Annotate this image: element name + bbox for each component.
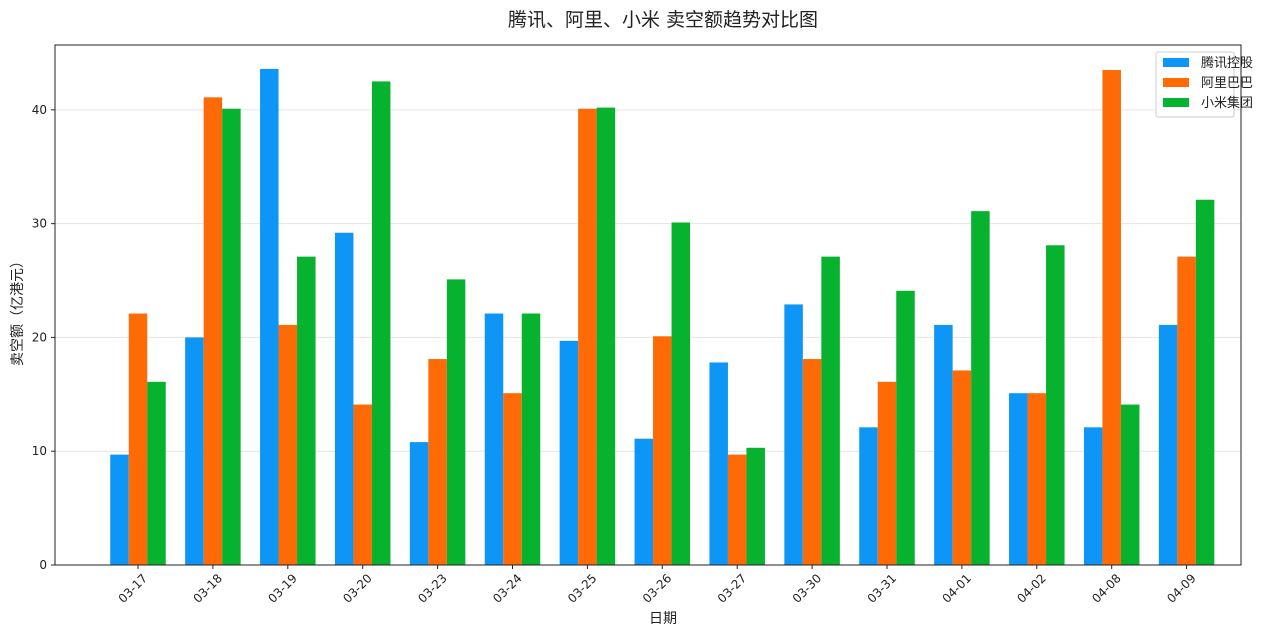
bar-xiaomi-03-25 <box>596 107 616 565</box>
bar-tencent-03-19 <box>260 68 279 565</box>
legend-swatch-tencent <box>1163 58 1189 67</box>
y-tick-label: 0 <box>39 558 47 572</box>
bar-alibaba-04-08 <box>1102 70 1121 565</box>
plot-area-frame <box>54 44 1242 566</box>
bar-alibaba-03-30 <box>802 359 822 565</box>
x-tick-label: 04-09 <box>1164 571 1199 606</box>
x-tick-label: 03-23 <box>415 571 450 606</box>
bar-tencent-04-02 <box>1009 393 1028 565</box>
bar-alibaba-04-01 <box>952 370 972 565</box>
legend-label-alibaba: 阿里巴巴 <box>1201 76 1253 91</box>
bar-alibaba-03-17 <box>128 313 148 565</box>
y-tick-label: 40 <box>32 103 47 117</box>
bar-tencent-03-23 <box>409 442 429 565</box>
bar-xiaomi-03-30 <box>821 256 840 565</box>
x-tick-label: 04-08 <box>1089 571 1124 606</box>
bar-xiaomi-03-17 <box>147 381 166 565</box>
x-tick-label: 03-27 <box>715 571 750 606</box>
bar-alibaba-03-31 <box>877 381 897 565</box>
bar-xiaomi-03-31 <box>896 290 915 565</box>
bar-xiaomi-04-08 <box>1120 404 1140 565</box>
y-tick-label: 30 <box>32 217 47 231</box>
x-tick-label: 03-26 <box>640 571 675 606</box>
legend-swatch-xiaomi <box>1163 98 1189 107</box>
bar-alibaba-03-20 <box>353 404 372 565</box>
bar-alibaba-03-26 <box>653 336 672 565</box>
x-tick-label: 03-24 <box>490 571 525 606</box>
bar-alibaba-03-19 <box>278 324 298 565</box>
bar-xiaomi-04-01 <box>971 211 990 565</box>
x-tick-label: 04-02 <box>1014 571 1049 606</box>
bar-alibaba-04-02 <box>1027 393 1047 565</box>
y-axis: 0 10 20 30 40 <box>32 103 55 572</box>
bar-alibaba-03-25 <box>578 108 597 565</box>
x-tick-label: 03-30 <box>790 571 825 606</box>
bar-tencent-03-25 <box>559 340 579 565</box>
bar-xiaomi-03-19 <box>297 256 316 565</box>
bar-alibaba-04-09 <box>1177 256 1196 565</box>
bar-tencent-03-27 <box>709 362 728 565</box>
legend: 腾讯控股 阿里巴巴 小米集团 <box>1155 51 1253 118</box>
legend-label-tencent: 腾讯控股 <box>1201 55 1253 71</box>
bar-tencent-03-18 <box>185 337 204 565</box>
bar-tencent-03-26 <box>634 438 654 565</box>
y-tick-label: 20 <box>32 330 47 344</box>
x-tick-label: 03-25 <box>565 571 600 606</box>
y-axis-label: 卖空额（亿港元） <box>10 254 26 366</box>
y-tick-label: 10 <box>32 444 47 458</box>
bar-xiaomi-03-18 <box>222 108 241 565</box>
bar-tencent-04-01 <box>934 324 953 565</box>
chart-title: 腾讯、阿里、小米 卖空额趋势对比图 <box>508 9 818 31</box>
x-axis-label: 日期 <box>649 611 677 627</box>
x-axis: 03-17 03-18 03-19 03-20 03-23 03-24 03-25 03-26… <box>116 565 1199 606</box>
x-tick-label: 03-31 <box>865 571 900 606</box>
bar-alibaba-03-18 <box>203 97 223 565</box>
bar-tencent-03-31 <box>859 427 878 565</box>
bar-tencent-03-17 <box>110 454 129 565</box>
bars <box>110 68 1215 565</box>
x-tick-label: 03-19 <box>265 571 300 606</box>
bar-xiaomi-03-27 <box>746 447 765 565</box>
bar-tencent-04-09 <box>1158 324 1178 565</box>
bar-tencent-04-08 <box>1083 427 1103 565</box>
bar-xiaomi-03-23 <box>446 279 466 565</box>
bar-alibaba-03-24 <box>503 393 522 565</box>
x-tick-label: 04-01 <box>939 571 974 606</box>
bar-xiaomi-03-26 <box>671 222 691 565</box>
bar-tencent-03-20 <box>334 232 354 565</box>
bar-tencent-03-30 <box>784 304 803 565</box>
legend-swatch-alibaba <box>1163 78 1189 87</box>
x-tick-label: 03-17 <box>116 571 151 606</box>
bar-xiaomi-04-09 <box>1195 199 1215 565</box>
bar-tencent-03-24 <box>484 313 504 565</box>
bar-xiaomi-04-02 <box>1046 245 1065 565</box>
x-tick-label: 03-20 <box>340 571 375 606</box>
x-tick-label: 03-18 <box>190 571 225 606</box>
legend-label-xiaomi: 小米集团 <box>1201 95 1253 111</box>
bar-alibaba-03-27 <box>727 454 747 565</box>
bar-xiaomi-03-20 <box>371 81 391 565</box>
bar-xiaomi-03-24 <box>521 313 541 565</box>
bar-alibaba-03-23 <box>428 359 447 565</box>
